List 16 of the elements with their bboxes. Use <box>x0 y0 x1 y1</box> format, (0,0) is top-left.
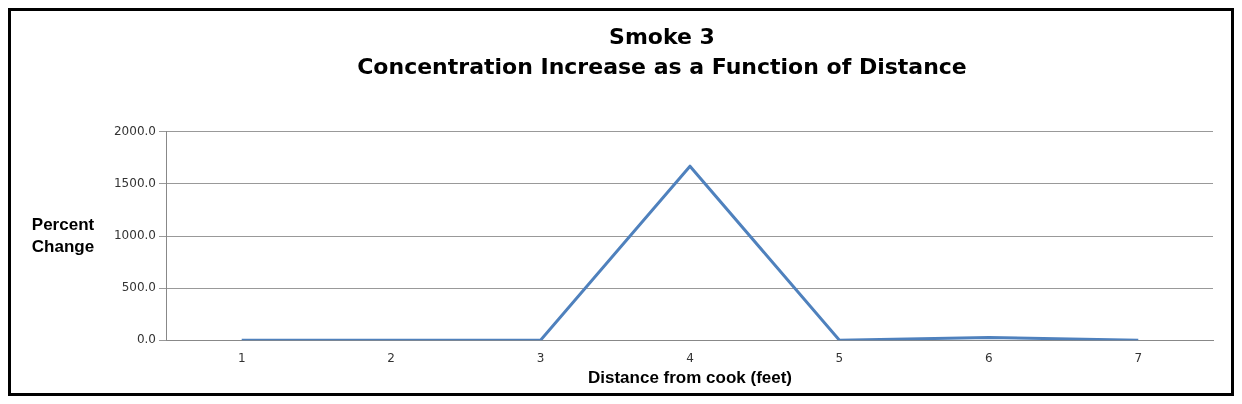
y-tick-label: 1000.0 <box>113 228 156 243</box>
x-tick-label: 1 <box>237 350 246 365</box>
x-tick-label: 5 <box>835 350 844 365</box>
y-tick-label: 0.0 <box>136 332 156 347</box>
chart-subtitle: Concentration Increase as a Function of Distance <box>357 54 967 80</box>
y-axis-title: Percent Change <box>31 214 95 256</box>
x-axis-title: Distance from cook (feet) <box>587 368 793 388</box>
x-tick-label: 4 <box>686 350 694 365</box>
chart-title: Smoke 3 <box>609 23 715 49</box>
y-tick-label: 500.0 <box>121 280 156 295</box>
x-tick-label: 2 <box>387 350 395 365</box>
x-tick-label: 3 <box>536 350 545 365</box>
x-tick-label: 6 <box>985 350 993 365</box>
x-tick-label: 7 <box>1134 350 1143 365</box>
y-tick-label: 2000.0 <box>113 123 156 138</box>
y-tick-label: 1500.0 <box>113 176 156 191</box>
